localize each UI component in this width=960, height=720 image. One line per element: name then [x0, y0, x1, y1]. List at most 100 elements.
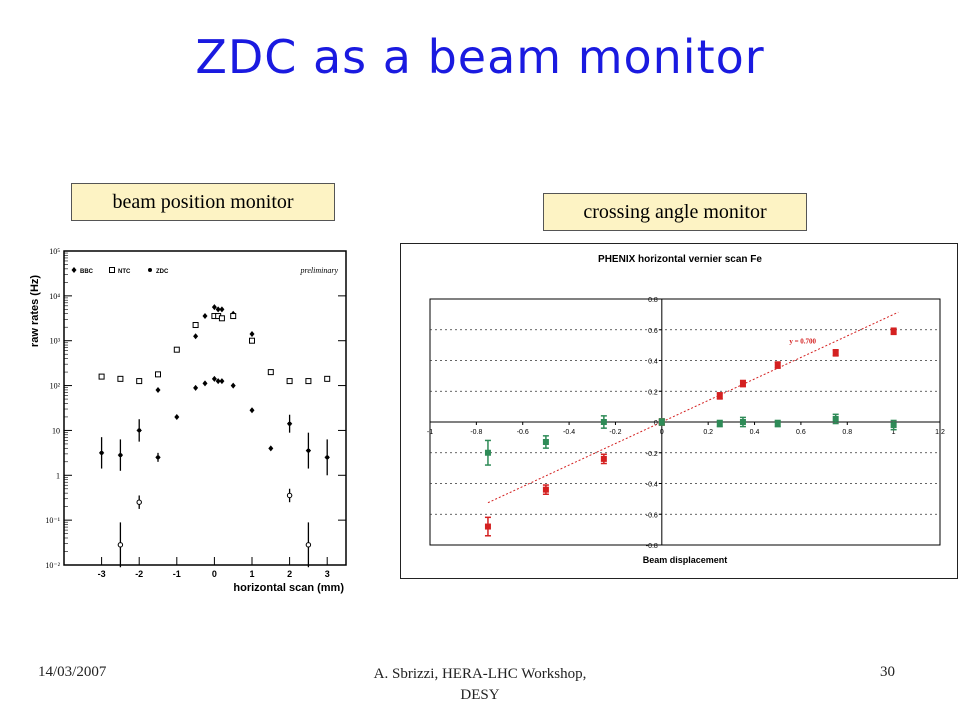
y-tick-label: 10³	[50, 337, 61, 346]
x-tick-label: -3	[98, 569, 106, 579]
data-point	[739, 419, 746, 425]
data-point	[249, 337, 255, 344]
slide-title: ZDC as a beam monitor	[195, 30, 765, 84]
y-tick-label: 0	[654, 420, 658, 427]
data-point	[249, 330, 255, 337]
data-point	[774, 362, 781, 369]
data-point	[774, 420, 781, 427]
data-point	[202, 313, 208, 320]
y-tick-label: 10⁻²	[45, 561, 60, 570]
data-point	[305, 378, 312, 385]
footer-author: A. Sbrizzi, HERA-LHC Workshop, DESY	[320, 664, 640, 706]
data-point	[118, 453, 123, 458]
data-point	[211, 304, 217, 311]
data-point	[192, 322, 199, 329]
x-tick-label: 0	[660, 429, 664, 436]
data-point	[542, 486, 549, 493]
data-point	[174, 413, 180, 420]
legend-label: ZDC	[156, 269, 169, 275]
data-point	[193, 333, 199, 340]
data-point	[98, 373, 105, 380]
data-point	[267, 369, 274, 376]
footer-author-line1: A. Sbrizzi, HERA-LHC Workshop,	[373, 666, 587, 682]
y-tick-label: 1	[56, 471, 60, 480]
y-tick-label: -0.8	[646, 543, 658, 550]
data-point	[137, 428, 142, 433]
data-point	[136, 499, 142, 505]
data-point	[832, 415, 839, 422]
x-tick-label: 3	[325, 569, 330, 579]
data-point	[193, 384, 199, 391]
y-tick-label: 10⁵	[49, 247, 60, 256]
preliminary-annotation: preliminary	[300, 266, 339, 275]
data-point	[249, 407, 255, 414]
x-tick-label: -0.4	[563, 429, 575, 436]
data-point	[542, 438, 549, 445]
x-tick-label: -2	[135, 569, 143, 579]
data-point	[305, 542, 312, 548]
data-point	[484, 523, 491, 530]
data-point	[306, 448, 311, 453]
legend-marker	[109, 267, 115, 273]
x-tick-label: 0.2	[703, 429, 713, 436]
data-point	[99, 450, 104, 455]
data-point	[202, 380, 208, 387]
data-point	[155, 387, 161, 394]
data-point	[325, 455, 330, 460]
data-point	[716, 420, 723, 427]
data-point	[286, 492, 293, 499]
left-plot-bg	[28, 243, 360, 596]
x-tick-label: -0.2	[609, 429, 621, 436]
footer-date: 14/03/2007	[38, 664, 107, 680]
legend-marker	[148, 268, 152, 272]
data-point	[219, 378, 225, 385]
data-point	[286, 378, 293, 385]
y-tick-label: -0.4	[646, 482, 658, 489]
footer-page-number: 30	[880, 664, 895, 680]
y-tick-label: -0.6	[646, 512, 658, 519]
x-tick-label: -1	[173, 569, 181, 579]
footer-author-line2: DESY	[460, 687, 500, 703]
data-point	[136, 378, 143, 385]
crossing-angle-monitor-label: crossing angle monitor	[543, 193, 807, 231]
x-tick-label: 0.4	[750, 429, 760, 436]
data-point	[484, 449, 491, 456]
x-axis-label: horizontal scan (mm)	[233, 582, 344, 594]
chart-title: PHENIX horizontal vernier scan Fe	[598, 254, 762, 265]
data-point	[156, 455, 160, 460]
data-point	[211, 375, 217, 382]
x-tick-label: 0.6	[796, 429, 806, 436]
data-point	[268, 445, 274, 452]
y-tick-label: 10	[52, 426, 60, 435]
fit-line	[487, 311, 899, 504]
legend-label: BBC	[80, 269, 94, 275]
data-point	[117, 542, 124, 548]
data-point	[287, 421, 292, 426]
data-point	[173, 346, 180, 353]
y-tick-label: 0.8	[648, 297, 658, 304]
data-point	[739, 380, 746, 387]
y-tick-label: 10⁻¹	[45, 516, 60, 525]
data-point	[890, 328, 897, 335]
x-tick-label: 2	[287, 569, 292, 579]
left-plot-frame	[63, 250, 347, 566]
data-point	[230, 382, 236, 389]
data-point	[219, 306, 225, 313]
y-tick-label: -0.2	[646, 451, 658, 458]
x-tick-label: 1	[249, 569, 254, 579]
data-point	[155, 371, 161, 378]
data-point	[600, 419, 607, 425]
beam-position-plot: 10⁻² 10⁻¹ 1 10 10² 10³ 10⁴ 10⁵ -3 -2 -1 0 1 2 3 horizon…	[28, 243, 360, 596]
data-point	[117, 375, 124, 382]
fit-label: y = 0.700	[789, 338, 816, 346]
data-point	[600, 455, 607, 462]
x-tick-label: 0.8	[842, 429, 852, 436]
data-point	[324, 375, 331, 382]
data-point	[215, 378, 221, 385]
y-tick-label: 0.2	[648, 389, 658, 396]
legend-label: NTC	[118, 269, 131, 275]
x-tick-label: -0.8	[470, 429, 482, 436]
y-axis-label: raw rates (Hz)	[29, 275, 41, 347]
x-axis-label: Beam displacement	[643, 555, 728, 565]
data-point	[832, 349, 839, 356]
